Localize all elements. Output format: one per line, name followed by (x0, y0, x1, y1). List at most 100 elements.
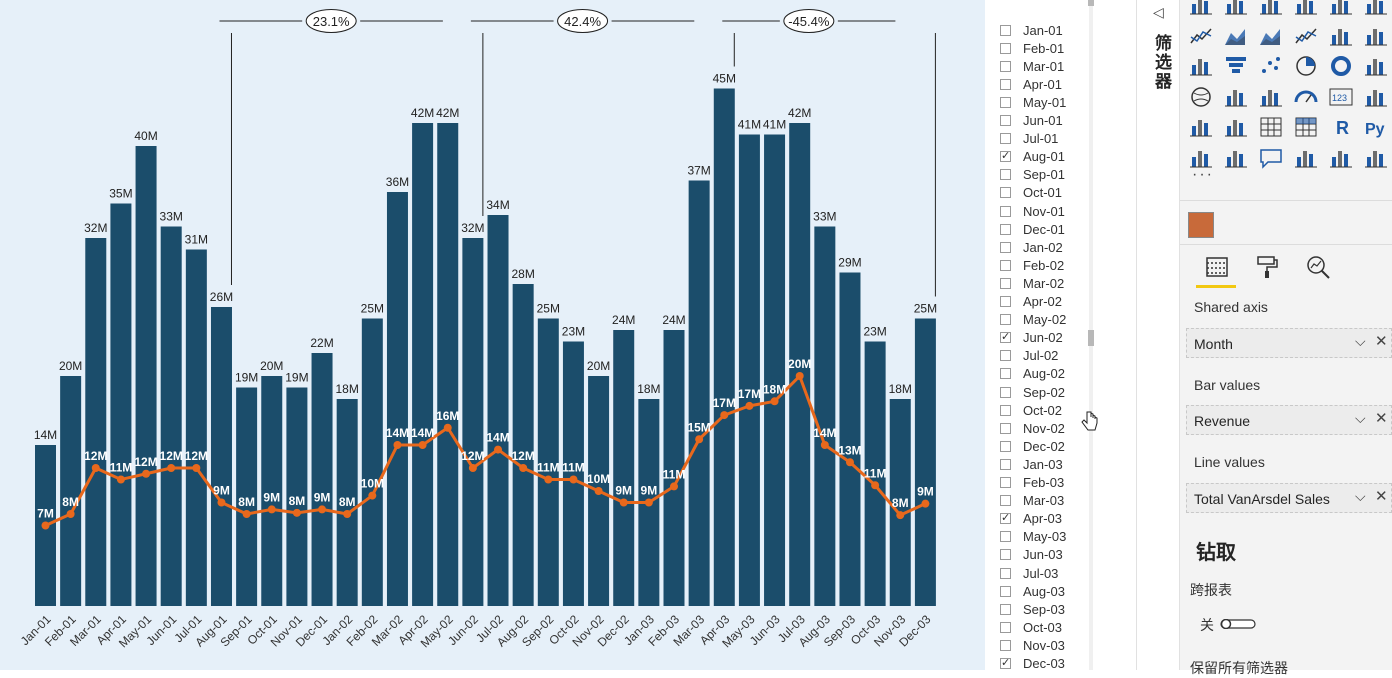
bar[interactable] (160, 226, 182, 607)
funnel-icon[interactable] (1223, 53, 1249, 79)
scatter-icon[interactable] (1258, 53, 1284, 79)
slicer-checkbox[interactable] (1000, 386, 1011, 398)
bar[interactable] (487, 215, 509, 606)
slicer-item[interactable]: Aug-01 (1000, 148, 1065, 166)
slicer-item[interactable]: Mar-02 (1000, 274, 1064, 292)
table-icon[interactable] (1258, 114, 1284, 140)
slicer-item[interactable]: May-02 (1000, 311, 1066, 329)
slicer-checkbox[interactable] (1000, 603, 1011, 615)
slicer-checkbox[interactable] (1000, 205, 1011, 217)
slicer-item[interactable]: Aug-03 (1000, 582, 1065, 600)
donut-chart-icon[interactable] (1328, 53, 1354, 79)
bar[interactable] (286, 387, 308, 607)
stacked-column-icon[interactable] (1258, 0, 1284, 18)
line-point[interactable] (896, 511, 905, 520)
slicer-checkbox[interactable] (1000, 241, 1011, 253)
filters-pane-collapsed[interactable]: ◁ 筛选器 (1136, 0, 1180, 670)
slicer-item[interactable]: Sep-02 (1000, 383, 1065, 401)
clustered-column-icon[interactable] (1293, 0, 1319, 18)
line-series[interactable] (44, 374, 927, 527)
bar[interactable] (914, 318, 936, 607)
slicer-checkbox[interactable] (1000, 223, 1011, 235)
slicer-checkbox[interactable] (1000, 531, 1011, 543)
slicer-checkbox[interactable] (1000, 639, 1011, 651)
chevron-down-icon[interactable]: ⌵ (1355, 333, 1366, 349)
slicer-item[interactable]: May-01 (1000, 93, 1066, 111)
line-point[interactable] (66, 510, 75, 518)
slicer-checkbox[interactable] (1000, 404, 1011, 416)
chevron-down-icon[interactable]: ⌵ (1355, 410, 1366, 426)
slicer-item[interactable]: Sep-01 (1000, 166, 1065, 184)
more-visuals-button[interactable]: ··· (1192, 166, 1214, 183)
bar[interactable] (185, 249, 207, 607)
slicer-item[interactable]: Aug-02 (1000, 365, 1065, 383)
slicer-item[interactable]: Jan-02 (1000, 238, 1063, 256)
line-point[interactable] (695, 435, 704, 444)
remove-field-icon[interactable]: ✕ (1375, 488, 1388, 505)
slicer-checkbox[interactable] (1000, 585, 1011, 597)
slicer-checkbox[interactable] (1000, 511, 1011, 525)
decomposition-tree-icon[interactable] (1223, 145, 1249, 171)
remove-field-icon[interactable]: ✕ (1375, 333, 1388, 350)
column-100-icon[interactable] (1363, 0, 1389, 18)
gauge-icon[interactable] (1293, 84, 1319, 110)
pie-chart-icon[interactable] (1293, 53, 1319, 79)
bar[interactable] (688, 180, 710, 607)
slicer-item[interactable]: Oct-01 (1000, 184, 1062, 202)
matrix-icon[interactable] (1293, 114, 1319, 140)
line-point[interactable] (820, 441, 829, 449)
key-influencers-icon[interactable] (1188, 145, 1214, 171)
line-point[interactable] (619, 498, 628, 507)
line-point[interactable] (443, 423, 452, 432)
slicer-item[interactable]: Feb-03 (1000, 474, 1064, 492)
bar[interactable] (437, 123, 459, 606)
line-point[interactable] (242, 510, 251, 518)
bar[interactable] (713, 88, 735, 607)
filters-pane-label[interactable]: 筛选器 (1152, 34, 1171, 91)
slicer-checkbox[interactable] (1000, 458, 1011, 470)
bar[interactable] (562, 341, 584, 607)
custom-visual-icon[interactable] (1188, 212, 1214, 238)
smart-narrative-icon[interactable] (1293, 145, 1319, 171)
kpi-icon[interactable] (1188, 114, 1214, 140)
treemap-icon[interactable] (1363, 53, 1389, 79)
slicer-checkbox[interactable] (1000, 187, 1011, 199)
slicer-checkbox[interactable] (1000, 60, 1011, 72)
slicer-item[interactable]: Mar-01 (1000, 57, 1064, 75)
slicer-checkbox[interactable] (1000, 477, 1011, 488)
slicer-checkbox[interactable] (1000, 440, 1011, 452)
slicer-item[interactable]: Apr-03 (1000, 510, 1062, 528)
collapse-arrow-icon[interactable]: ◁ (1153, 4, 1164, 20)
slicer-item[interactable]: Dec-01 (1000, 220, 1065, 238)
slicer-checkbox[interactable] (1000, 368, 1011, 380)
line-point[interactable] (921, 499, 930, 508)
slicer-item[interactable]: Jun-02 (1000, 329, 1063, 347)
slicer-item[interactable]: Nov-02 (1000, 419, 1065, 437)
bar[interactable] (311, 353, 333, 606)
bar[interactable] (336, 399, 358, 606)
bar-values-well[interactable]: Revenue ⌵ ✕ (1186, 405, 1392, 435)
paginated-icon[interactable] (1328, 145, 1354, 171)
bar[interactable] (236, 387, 258, 607)
slicer-checkbox[interactable] (1000, 350, 1011, 362)
line-point[interactable] (116, 475, 125, 484)
slicer-item[interactable]: Nov-03 (1000, 636, 1065, 654)
slicer-checkbox[interactable] (1000, 495, 1011, 507)
slicer-item[interactable]: Jul-03 (1000, 564, 1058, 582)
bar[interactable] (613, 330, 635, 606)
slicer-item[interactable]: Nov-01 (1000, 202, 1065, 220)
slicer-checkbox[interactable] (1000, 621, 1011, 633)
stacked-area-icon[interactable] (1258, 23, 1284, 49)
line-values-well[interactable]: Total VanArsdel Sales ⌵ ✕ (1186, 483, 1392, 513)
qa-icon[interactable] (1258, 145, 1284, 171)
apps-icon[interactable] (1363, 145, 1389, 171)
r-visual-icon[interactable]: R (1328, 114, 1354, 140)
line-point[interactable] (41, 521, 50, 530)
line-point[interactable] (368, 491, 377, 500)
line-point[interactable] (217, 498, 226, 507)
slicer-checkbox[interactable] (1000, 78, 1011, 90)
multirow-card-icon[interactable] (1363, 84, 1389, 110)
area-chart-icon[interactable] (1223, 23, 1249, 49)
bar[interactable] (789, 123, 811, 606)
line-point[interactable] (594, 487, 603, 495)
